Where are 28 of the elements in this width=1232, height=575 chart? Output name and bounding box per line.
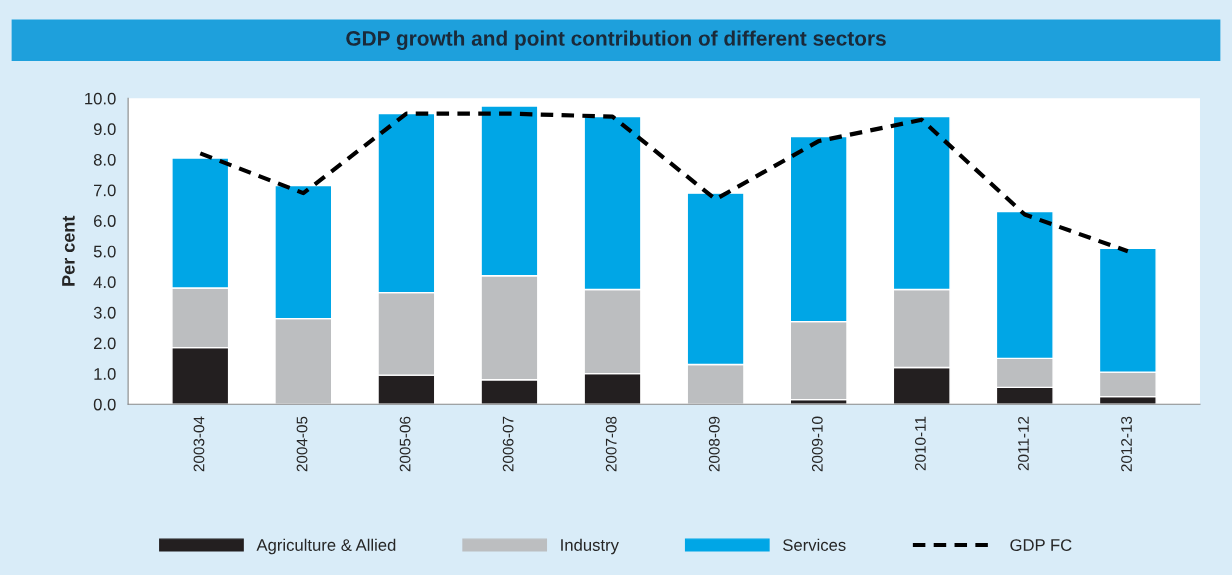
y-tick-label: 10.0	[85, 92, 116, 105]
y-tick-label: 2.0	[93, 337, 116, 350]
y-tick-label: 6.0	[94, 215, 116, 227]
x-tick-label: 2003-04	[193, 416, 205, 472]
x-tick-label: 2005-06	[399, 416, 411, 472]
x-tick-label: 2010-11	[914, 416, 926, 471]
y-axis-title: Per cent	[62, 215, 75, 286]
x-tick-label: 2007-08	[605, 416, 617, 472]
legend-label: GDP FC	[1010, 539, 1072, 551]
x-tick-label: 2004-05	[296, 416, 308, 472]
y-tick-label: 1.0	[94, 368, 116, 380]
line-series	[198, 111, 1130, 254]
x-tick-label: 2009-10	[811, 416, 823, 472]
x-tick-label: 2008-09	[708, 416, 720, 472]
x-tick-label: 2012-13	[1121, 416, 1132, 472]
y-tick-label: 7.0	[94, 184, 116, 197]
y-tick-label: 9.0	[93, 123, 116, 136]
y-tick-label: 5.0	[93, 245, 116, 258]
x-tick-label: 2006-07	[502, 416, 514, 472]
y-tick-label: 8.0	[93, 153, 116, 166]
legend-label: Services	[783, 538, 846, 551]
x-tick-label: 2011-12	[1018, 416, 1029, 471]
legend-label: Agriculture & Allied	[256, 538, 396, 555]
y-tick-label: 4.0	[93, 276, 116, 289]
legend-label: Industry	[561, 538, 619, 555]
y-tick-label: 0.0	[93, 398, 116, 411]
chart-title: GDP growth and point contribution of different sectors	[346, 30, 886, 51]
y-tick-label: 3.0	[93, 306, 116, 319]
